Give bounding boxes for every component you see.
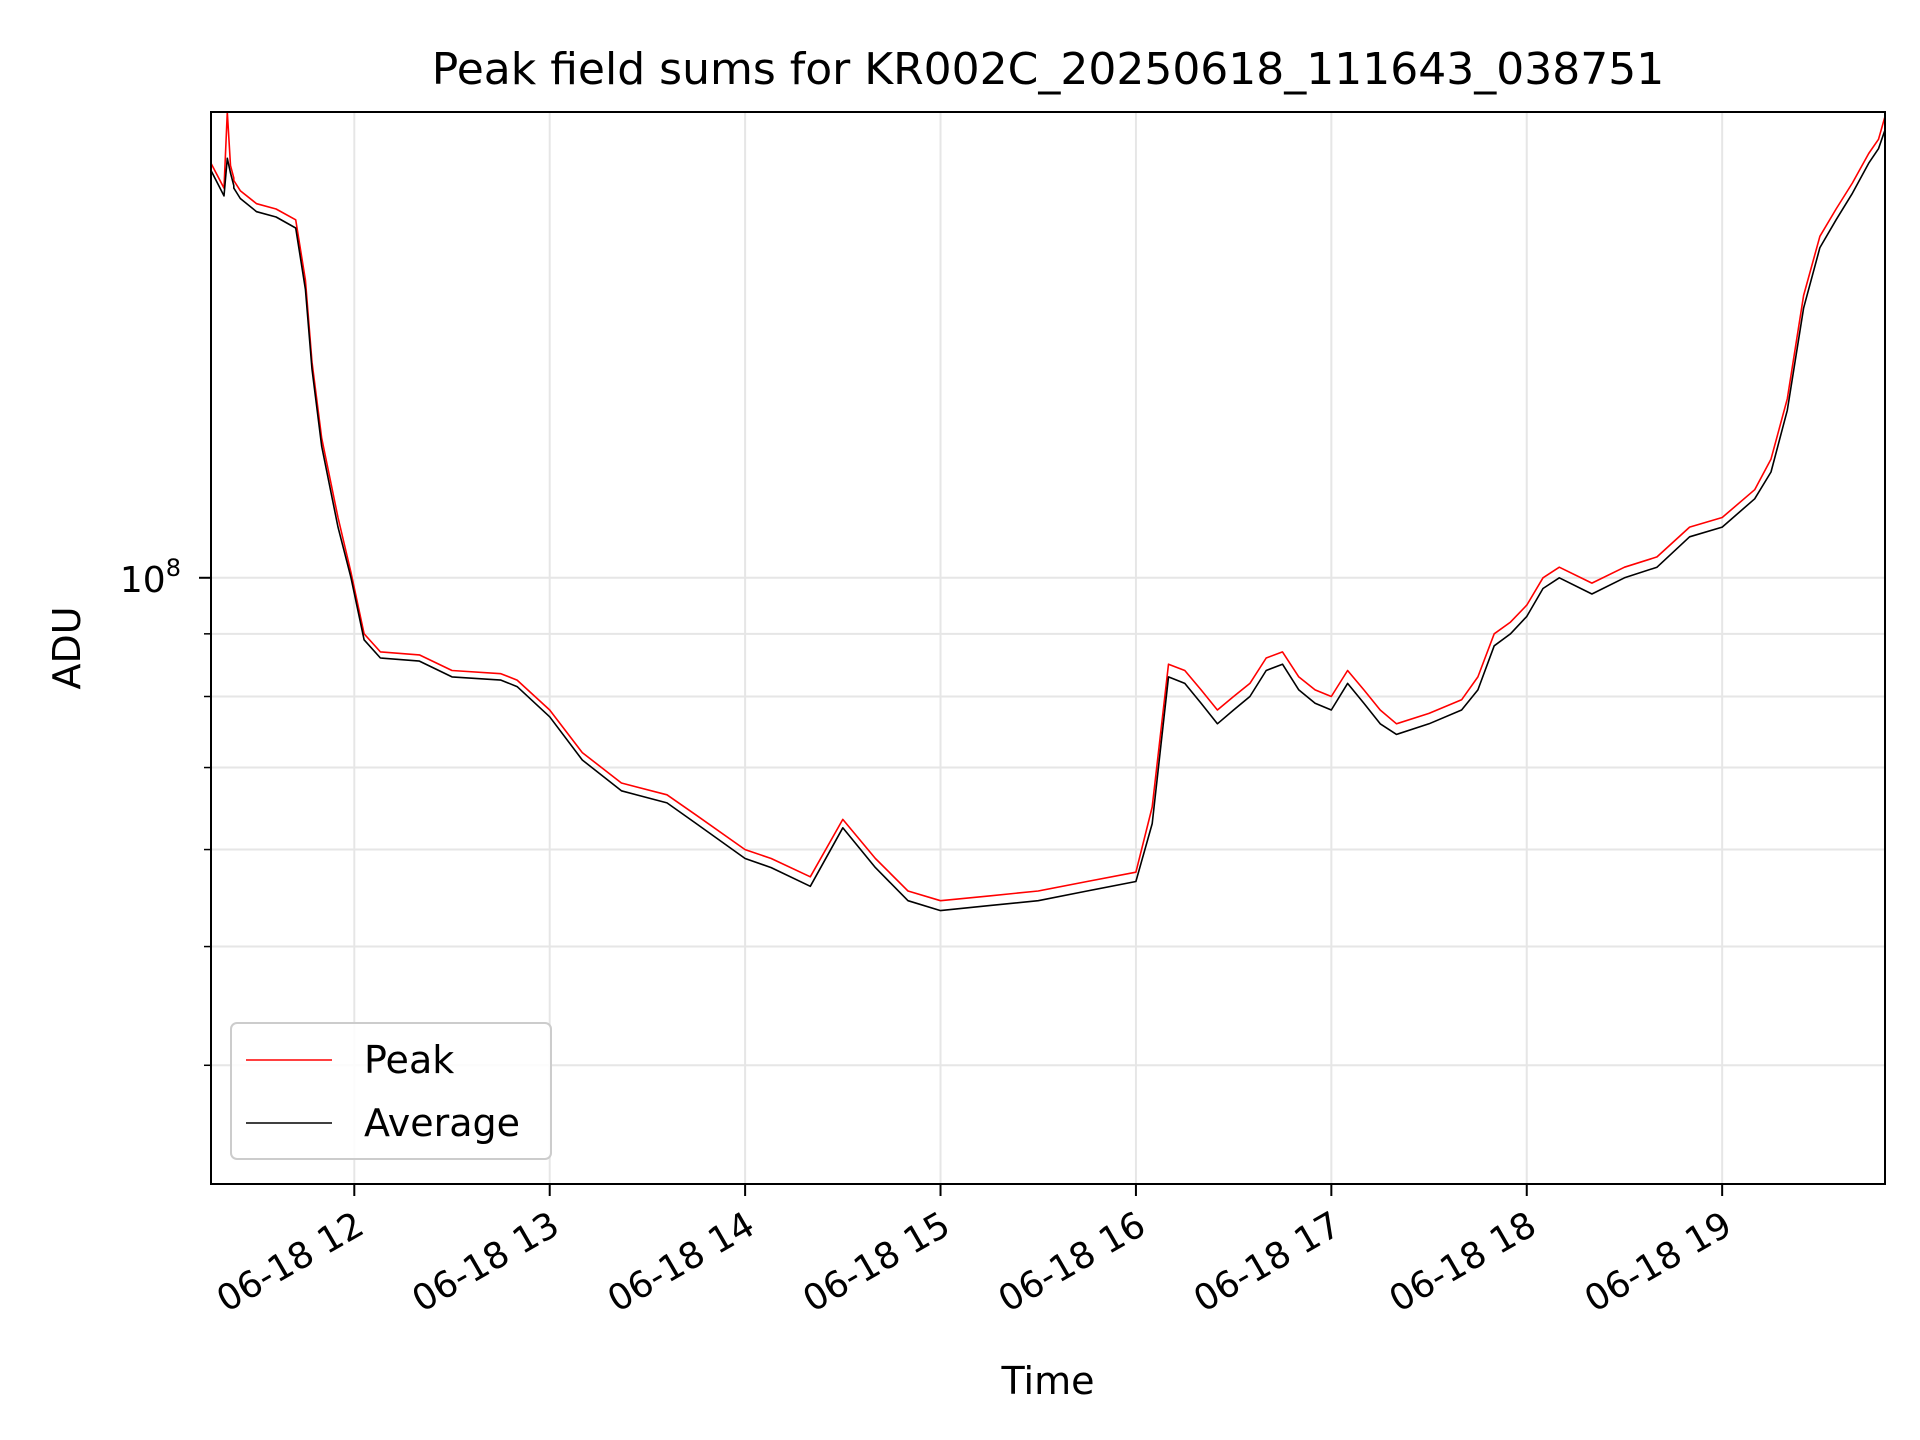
series-line-average xyxy=(210,129,1886,912)
plot-frame xyxy=(210,111,1886,1185)
y-axis-label: ADU xyxy=(45,606,89,689)
legend-label-peak: Peak xyxy=(364,1038,454,1082)
y-axis-ticks: 108 xyxy=(120,554,211,1067)
series-layer xyxy=(210,111,1886,912)
series-line-peak xyxy=(210,111,1886,902)
grid xyxy=(211,112,1885,1184)
y-tick-label: 108 xyxy=(120,554,181,601)
chart-title: Peak field sums for KR002C_20250618_1116… xyxy=(432,44,1664,95)
legend: Peak Average xyxy=(230,1022,552,1160)
legend-label-average: Average xyxy=(364,1101,520,1145)
legend-box xyxy=(230,1022,552,1160)
x-axis-label: Time xyxy=(1001,1359,1095,1403)
